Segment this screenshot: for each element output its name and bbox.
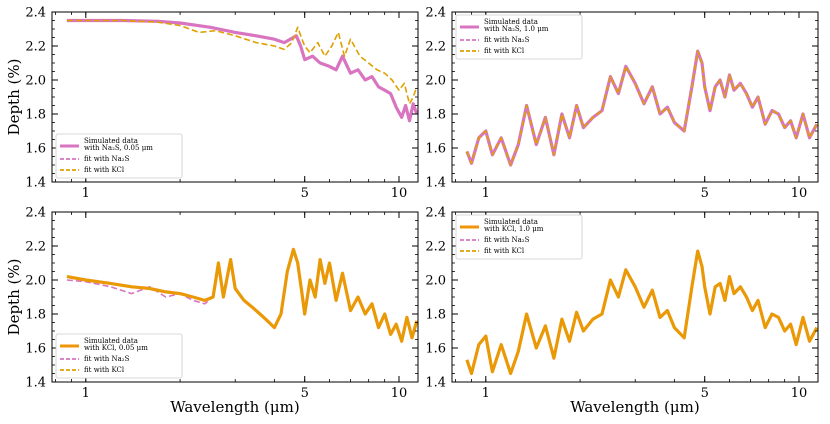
series-line-1 xyxy=(465,249,818,376)
legend-entry: fit with KCl xyxy=(84,166,125,174)
legend-box xyxy=(455,214,583,260)
x-tick-label: 5 xyxy=(301,186,309,201)
y-tick-label: 2.2 xyxy=(25,40,46,55)
panel-top-right: 1 5 10 1.4 1.6 1.8 2.0 2.2 2.4 Simulated datawith… xyxy=(425,6,819,201)
legend-entry: Simulated data xyxy=(84,337,138,345)
series-line-0 xyxy=(465,49,818,167)
legend-entry: fit with Na₂S xyxy=(84,355,130,363)
y-tick-label: 1.8 xyxy=(425,108,446,123)
x-tick-label: 1 xyxy=(82,186,90,201)
legend-entry: fit with Na₂S xyxy=(484,236,530,244)
legend-entry: Simulated data xyxy=(484,18,538,26)
legend-entry: fit with Na₂S xyxy=(84,155,130,163)
y-tick-label: 1.4 xyxy=(25,376,46,391)
y-tick-label: 1.6 xyxy=(425,342,446,357)
y-tick-label: 2.0 xyxy=(25,74,46,89)
legend-box xyxy=(55,333,183,379)
panel-bottom-left: 1 5 10 1.4 1.6 1.8 2.0 2.2 2.4 Depth (%) Wavelengt… xyxy=(5,206,419,416)
legend-entry: Simulated data xyxy=(84,137,138,145)
y-tick-label: 1.8 xyxy=(25,108,46,123)
series-line-0 xyxy=(466,250,818,375)
x-tick-label: 5 xyxy=(301,386,309,401)
series-line-2 xyxy=(66,248,418,342)
x-tick-label: 10 xyxy=(791,386,808,401)
legend-box xyxy=(455,14,583,60)
y-tick-label: 1.8 xyxy=(25,308,46,323)
legend-entry: with KCl, 1.0 μm xyxy=(484,225,544,233)
y-tick-label: 2.4 xyxy=(25,206,46,221)
y-axis-label: Depth (%) xyxy=(5,259,23,336)
y-tick-label: 2.2 xyxy=(425,40,446,55)
y-tick-label: 1.4 xyxy=(425,376,446,391)
x-tick-label: 1 xyxy=(482,186,490,201)
legend-entry: fit with KCl xyxy=(84,366,125,374)
y-tick-label: 2.0 xyxy=(425,274,446,289)
legend-box xyxy=(55,133,183,179)
x-axis-label: Wavelength (μm) xyxy=(170,398,299,416)
y-tick-label: 2.0 xyxy=(425,74,446,89)
series-line-2 xyxy=(466,250,818,375)
y-tick-label: 2.0 xyxy=(25,274,46,289)
y-tick-label: 1.4 xyxy=(25,176,46,191)
y-tick-label: 2.2 xyxy=(25,240,46,255)
legend-entry: with Na₂S, 0.05 μm xyxy=(84,144,153,152)
x-tick-label: 10 xyxy=(391,186,408,201)
y-tick-label: 1.8 xyxy=(425,308,446,323)
legend-entry: fit with Na₂S xyxy=(484,36,530,44)
y-tick-label: 2.2 xyxy=(425,240,446,255)
legend-entry: fit with KCl xyxy=(484,47,525,55)
legend-entry: with Na₂S, 1.0 μm xyxy=(484,25,549,33)
x-tick-label: 10 xyxy=(791,186,808,201)
y-axis-label: Depth (%) xyxy=(5,59,23,136)
series-line-2 xyxy=(66,19,418,105)
x-tick-label: 5 xyxy=(701,386,709,401)
legend-entry: Simulated data xyxy=(484,218,538,226)
y-tick-label: 2.4 xyxy=(25,6,46,21)
series-line-1 xyxy=(66,19,418,122)
panel-bottom-right: 1 5 10 1.4 1.6 1.8 2.0 2.2 2.4 Wavelength (μm) Sim… xyxy=(425,206,819,416)
series-line-0 xyxy=(66,18,418,123)
series-line-1 xyxy=(466,50,818,166)
series-line-1 xyxy=(66,247,418,343)
y-tick-label: 2.4 xyxy=(425,206,446,221)
x-tick-label: 5 xyxy=(701,186,709,201)
legend-entry: fit with KCl xyxy=(484,247,525,255)
y-tick-label: 1.4 xyxy=(425,176,446,191)
x-tick-label: 1 xyxy=(482,386,490,401)
x-tick-label: 10 xyxy=(391,386,408,401)
x-tick-label: 1 xyxy=(82,386,90,401)
y-tick-label: 2.4 xyxy=(425,6,446,21)
panel-top-left: 1 5 10 1.4 1.6 1.8 2.0 2.2 2.4 Depth (%) Simulated… xyxy=(5,6,419,201)
y-tick-label: 1.6 xyxy=(25,342,46,357)
y-tick-label: 1.6 xyxy=(425,142,446,157)
y-tick-label: 1.6 xyxy=(25,142,46,157)
x-axis-label: Wavelength (μm) xyxy=(570,398,699,416)
legend-entry: with KCl, 0.05 μm xyxy=(84,344,148,352)
series-line-2 xyxy=(466,50,818,166)
